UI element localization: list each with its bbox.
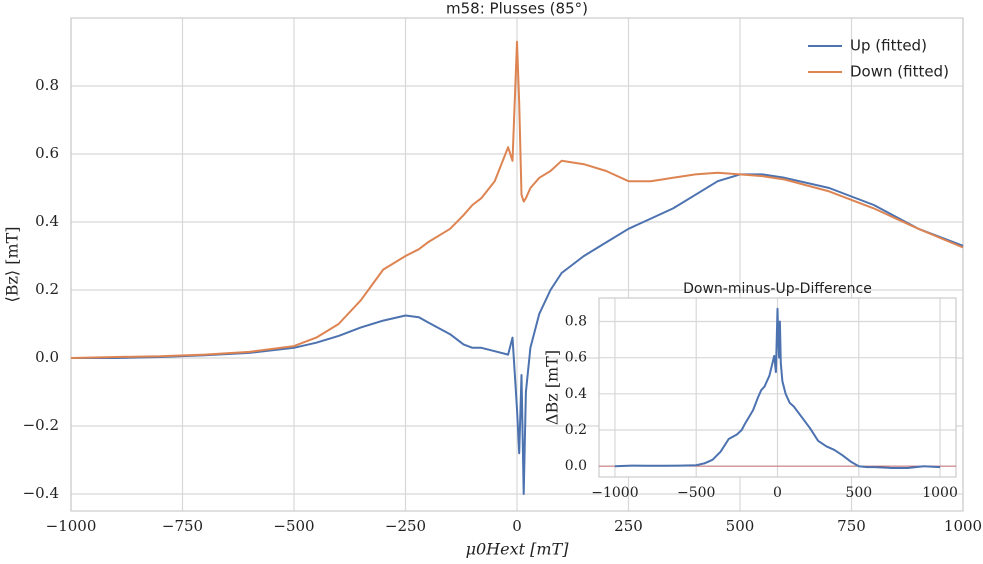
- data-line: [71, 173, 964, 495]
- chart-title: m58: Plusses (85°): [446, 0, 588, 18]
- x-tick-label: −500: [677, 485, 715, 501]
- y-tick-label: 0.2: [565, 422, 587, 438]
- x-tick-label: −1000: [591, 485, 638, 501]
- legend-label: Down (fitted): [850, 63, 949, 81]
- data-line: [614, 307, 941, 469]
- legend-label: Up (fitted): [850, 37, 927, 55]
- x-tick-label: −1000: [46, 517, 97, 535]
- data-line: [70, 40, 964, 359]
- x-tick-label: 1000: [944, 517, 982, 535]
- y-tick-label: 0.0: [565, 458, 587, 474]
- chart-title: Down-minus-Up-Difference: [683, 281, 872, 297]
- series-group: [614, 307, 941, 469]
- x-tick-label: 0: [512, 517, 522, 535]
- x-tick-label: 0: [773, 485, 782, 501]
- plot-frame: [598, 297, 957, 478]
- y-tick-label: 0.2: [35, 280, 59, 298]
- y-tick-label: 0.6: [35, 144, 59, 162]
- x-tick-label: 250: [614, 517, 643, 535]
- main-chart: −1000 −750 −500 −250 0 250 500 750 1000 −0.4 −0.2 0…: [3, 0, 983, 559]
- y-tick-label: 0.8: [35, 76, 59, 94]
- series-group: [70, 40, 964, 495]
- y-tick-label: 0.8: [565, 314, 587, 330]
- plot-frame: [70, 17, 964, 512]
- x-tick-label: 1000: [922, 485, 958, 501]
- legend: Up (fitted) Down (fitted): [808, 37, 949, 81]
- y-axis-label: ΔBz [mT]: [543, 350, 562, 425]
- x-tick-label: 500: [845, 485, 872, 501]
- y-tick-label: 0.4: [35, 212, 59, 230]
- y-tick-label: −0.4: [23, 484, 59, 502]
- inset-chart: −1000 −500 0 500 1000 0.0 0.2 0.4 0.6 0.8 Down-min…: [543, 281, 958, 501]
- y-axis-label: ⟨Bz⟩ [mT]: [3, 226, 22, 302]
- y-tick-label: 0.6: [565, 350, 587, 366]
- y-tick-label: 0.4: [565, 386, 587, 402]
- x-tick-label: −250: [385, 517, 426, 535]
- x-tick-label: 500: [726, 517, 755, 535]
- x-tick-label: −750: [162, 517, 203, 535]
- y-tick-label: −0.2: [23, 416, 59, 434]
- x-axis-label: μ0Hext [mT]: [466, 540, 570, 559]
- y-tick-label: 0.0: [35, 348, 59, 366]
- x-tick-label: −500: [273, 517, 314, 535]
- x-tick-label: 750: [837, 517, 866, 535]
